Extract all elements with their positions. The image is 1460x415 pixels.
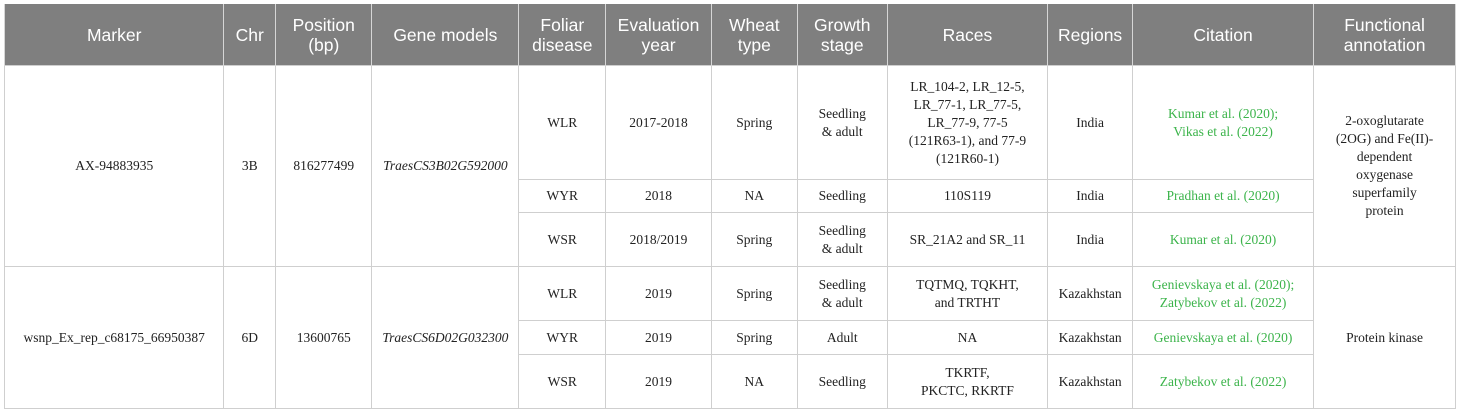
races-cell: TKRTF, PKCTC, RKRTF [886,354,1049,409]
year-cell: 2018 [605,179,712,213]
wheat-type-cell: Spring [710,266,798,321]
growth-stage-cell: Adult [796,320,888,355]
table-row: AX-94883935 3B 816277499 TraesCS3B02G592… [3,65,1456,267]
table-row: WYR 2019 Spring Adult NA Kazakhstan Geni… [5,320,1456,355]
header-races: Races [886,4,1049,66]
growth-stage-cell: Seedling [796,179,888,213]
citation-link[interactable]: Kumar et al. (2020) [1132,212,1315,267]
annotation-cell: 2-oxoglutarate (2OG) and Fe(II)- depende… [1313,65,1456,267]
citation-link[interactable]: Genievskaya et al. (2020); Zatybekov et … [1132,266,1315,321]
chr-cell: 6D [223,266,277,409]
region-cell: India [1047,65,1134,180]
header-growth-stage: Growth stage [796,4,888,66]
growth-stage-cell: Seedling & adult [796,212,888,267]
wheat-type-cell: NA [710,354,798,409]
disease-cell: WSR [518,212,607,267]
marker-cell: AX-94883935 [3,65,225,267]
marker-table: Marker Chr Position (bp) Gene models Fol… [3,4,1456,409]
region-cell: India [1047,212,1134,267]
header-chr: Chr [223,4,277,66]
citation-link[interactable]: Zatybekov et al. (2022) [1132,354,1315,409]
header-gene-models: Gene models [371,4,520,66]
region-cell: Kazakhstan [1047,354,1134,409]
races-cell: SR_21A2 and SR_11 [886,212,1049,267]
year-cell: 2019 [605,354,712,409]
annotation-cell: Protein kinase [1313,266,1456,409]
region-cell: Kazakhstan [1047,266,1134,321]
disease-cell: WLR [518,65,607,180]
wheat-type-cell: NA [710,179,798,213]
table-row: wsnp_Ex_rep_c68175_66950387 6D 13600765 … [3,266,1456,409]
header-evaluation-year: Evaluation year [605,4,712,66]
table-row: WYR 2018 NA Seedling 110S119 India Pradh… [5,179,1456,213]
citation-link[interactable]: Kumar et al. (2020); Vikas et al. (2022) [1132,65,1315,180]
position-cell: 816277499 [275,65,373,267]
disease-cell: WSR [518,354,607,409]
region-cell: India [1047,179,1134,213]
header-functional-annotation: Functional annotation [1313,4,1456,66]
races-cell: TQTMQ, TQKHT, and TRTHT [886,266,1049,321]
header-regions: Regions [1047,4,1134,66]
region-cell: Kazakhstan [1047,320,1134,355]
disease-cell: WYR [518,320,607,355]
header-marker: Marker [3,4,225,66]
wheat-type-cell: Spring [710,65,798,180]
year-cell: 2018/2019 [605,212,712,267]
header-citation: Citation [1132,4,1315,66]
position-cell: 13600765 [275,266,373,409]
races-cell: NA [886,320,1049,355]
marker-cell: wsnp_Ex_rep_c68175_66950387 [3,266,225,409]
disease-cell: WLR [518,266,607,321]
gene-model-cell: TraesCS3B02G592000 [371,65,520,267]
growth-stage-cell: Seedling & adult [796,266,888,321]
table-row: WSR 2018/2019 Spring Seedling & adult SR… [5,212,1456,267]
races-cell: 110S119 [886,179,1049,213]
growth-stage-cell: Seedling [796,354,888,409]
year-cell: 2019 [605,320,712,355]
table-row: WSR 2019 NA Seedling TKRTF, PKCTC, RKRTF… [5,354,1456,409]
citation-link[interactable]: Genievskaya et al. (2020) [1132,320,1315,355]
header-row: Marker Chr Position (bp) Gene models Fol… [3,4,1456,66]
wheat-type-cell: Spring [710,212,798,267]
year-cell: 2019 [605,266,712,321]
growth-stage-cell: Seedling & adult [796,65,888,180]
header-foliar-disease: Foliar disease [518,4,607,66]
year-cell: 2017-2018 [605,65,712,180]
header-position: Position (bp) [275,4,373,66]
chr-cell: 3B [223,65,277,267]
citation-link[interactable]: Pradhan et al. (2020) [1132,179,1315,213]
gene-model-cell: TraesCS6D02G032300 [371,266,520,409]
wheat-type-cell: Spring [710,320,798,355]
races-cell: LR_104-2, LR_12-5, LR_77-1, LR_77-5, LR_… [886,65,1049,180]
disease-cell: WYR [518,179,607,213]
header-wheat-type: Wheat type [710,4,798,66]
